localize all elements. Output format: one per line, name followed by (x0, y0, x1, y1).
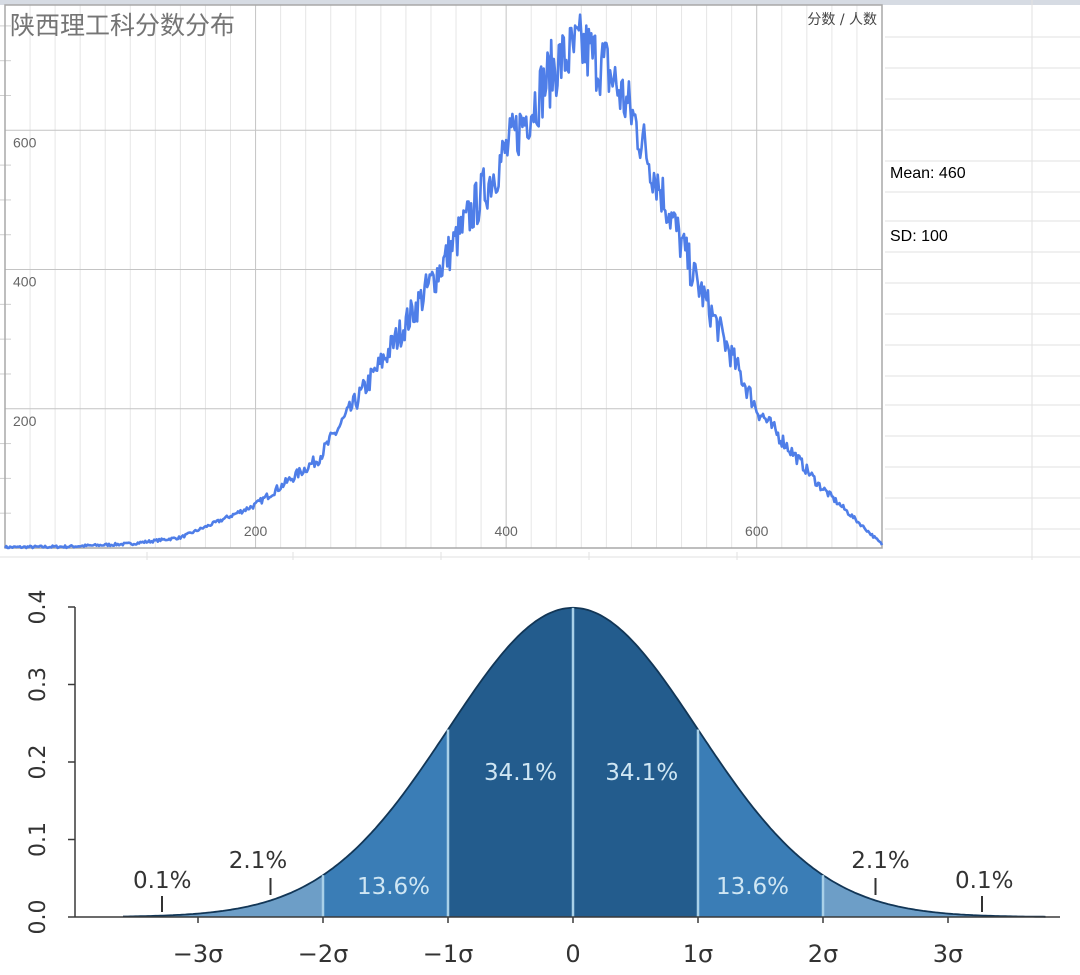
y-tick-label: 0.3 (26, 667, 51, 702)
y-tick-label: 0.1 (26, 822, 51, 857)
y-tick-label: 0.4 (26, 590, 51, 625)
x-tick-label: 0 (565, 940, 580, 968)
tail-percent-label: 0.1% (133, 868, 191, 894)
x-tick-label: −1σ (423, 940, 474, 968)
band-percent-label: 2.1% (851, 848, 909, 874)
spreadsheet-grid (0, 0, 1080, 560)
x-tick-label: −2σ (298, 940, 349, 968)
x-tick-label: 2σ (808, 940, 838, 968)
tail-percent-label: 0.1% (955, 868, 1013, 894)
band-percent-label: 2.1% (229, 848, 287, 874)
y-tick-label: 400 (13, 274, 37, 290)
score-distribution-chart[interactable]: 200 400 600 200 400 600 陕西理工科分数分布 分数 / 人数 (0, 0, 885, 552)
band-outer-right (823, 875, 1048, 917)
y-tick-label: 0.2 (26, 745, 51, 780)
x-tick-label: 400 (494, 523, 518, 539)
y-tick-label: 200 (13, 413, 37, 429)
sd-cell[interactable]: SD: 100 (890, 228, 948, 245)
plot-border (4, 4, 883, 549)
normal-distribution-chart: 0.0 0.1 0.2 0.3 0.4 −3σ −2σ −1σ 0 1σ 2σ 3σ 2.1% 13.6%… (26, 590, 1060, 968)
density-curve (123, 606, 1046, 918)
band-outer-left (123, 875, 323, 917)
band-percent-label: 13.6% (357, 874, 430, 900)
band-percent-label: 13.6% (716, 874, 789, 900)
window-top-strip (0, 0, 1080, 5)
x-tick-label: 1σ (683, 940, 713, 968)
x-tick-label: −3σ (173, 940, 224, 968)
y-tick-label: 0.0 (26, 900, 51, 935)
y-tick-label: 600 (13, 134, 37, 150)
plot-background (5, 5, 882, 548)
x-tick-label: 600 (745, 523, 769, 539)
x-tick-label: 200 (244, 523, 268, 539)
x-tick-label: 3σ (933, 940, 963, 968)
band-percent-label: 34.1% (484, 760, 557, 786)
unit-label: 分数 / 人数 (807, 12, 877, 28)
mean-cell[interactable]: Mean: 460 (890, 165, 966, 182)
chart-title: 陕西理工科分数分布 (10, 11, 235, 40)
band-percent-label: 34.1% (605, 760, 678, 786)
series-line (3, 13, 884, 550)
